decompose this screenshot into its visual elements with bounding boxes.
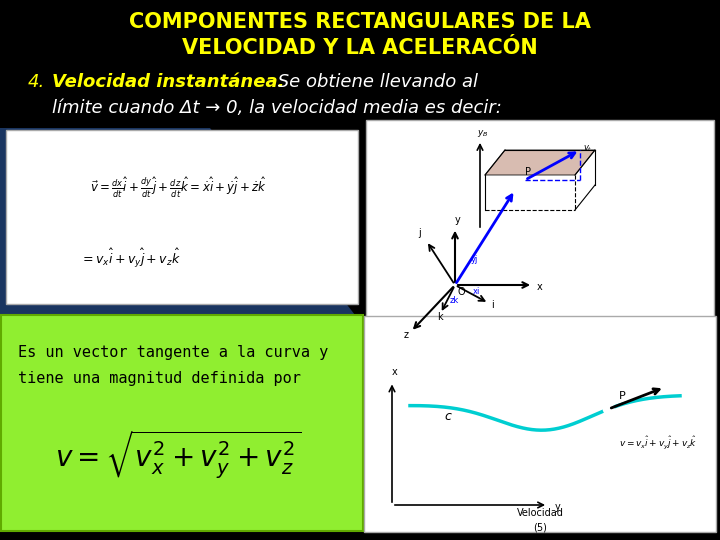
FancyBboxPatch shape	[364, 316, 716, 532]
Text: y: y	[455, 214, 461, 225]
Text: O: O	[458, 287, 466, 297]
Polygon shape	[485, 150, 595, 175]
Text: 4.: 4.	[28, 73, 45, 91]
Text: z: z	[404, 330, 409, 340]
Text: i: i	[491, 300, 494, 310]
Text: (5): (5)	[533, 522, 547, 532]
Text: P: P	[525, 167, 531, 177]
Polygon shape	[0, 128, 355, 315]
Text: y: y	[554, 502, 560, 512]
Text: xi: xi	[473, 287, 480, 296]
Text: Velocidad: Velocidad	[516, 508, 564, 518]
Text: $v = \sqrt{v_x^2 + v_y^2 + v_z^2}$: $v = \sqrt{v_x^2 + v_y^2 + v_z^2}$	[55, 429, 301, 481]
Text: Se obtiene llevando al: Se obtiene llevando al	[272, 73, 478, 91]
Text: x: x	[392, 367, 398, 377]
FancyBboxPatch shape	[6, 130, 358, 304]
Text: límite cuando Δt → 0, la velocidad media es decir:: límite cuando Δt → 0, la velocidad media…	[52, 99, 502, 117]
Text: $v = v_x\hat{i} + v_y\hat{j} + v_z\hat{k}$: $v = v_x\hat{i} + v_y\hat{j} + v_z\hat{k…	[618, 435, 697, 451]
Text: Es un vector tangente a la curva y: Es un vector tangente a la curva y	[18, 345, 328, 360]
Text: P: P	[618, 391, 626, 401]
Text: COMPONENTES RECTANGULARES DE LA: COMPONENTES RECTANGULARES DE LA	[129, 12, 591, 32]
Text: Velocidad instantánea.: Velocidad instantánea.	[52, 73, 284, 91]
Text: $v_t$: $v_t$	[583, 143, 593, 153]
FancyBboxPatch shape	[366, 120, 714, 324]
Circle shape	[603, 404, 613, 414]
Text: zk: zk	[450, 296, 459, 305]
Text: tiene una magnitud definida por: tiene una magnitud definida por	[18, 370, 301, 386]
Text: yj: yj	[471, 254, 478, 264]
Text: c: c	[444, 410, 451, 423]
Text: k: k	[437, 312, 442, 322]
Text: $= v_x\hat{i} + v_y\hat{j} + v_z\hat{k}$: $= v_x\hat{i} + v_y\hat{j} + v_z\hat{k}$	[80, 246, 181, 269]
Text: VELOCIDAD Y LA ACELERACÓN: VELOCIDAD Y LA ACELERACÓN	[182, 38, 538, 58]
Text: x: x	[537, 282, 543, 292]
Text: $\vec{v} = \frac{dx}{dt}\hat{i} + \frac{dy}{dt}\hat{j} + \frac{dz}{dt}\hat{k} = : $\vec{v} = \frac{dx}{dt}\hat{i} + \frac{…	[89, 176, 266, 200]
FancyBboxPatch shape	[1, 315, 363, 531]
Text: j: j	[418, 227, 421, 238]
Text: $y_B$: $y_B$	[477, 128, 489, 139]
